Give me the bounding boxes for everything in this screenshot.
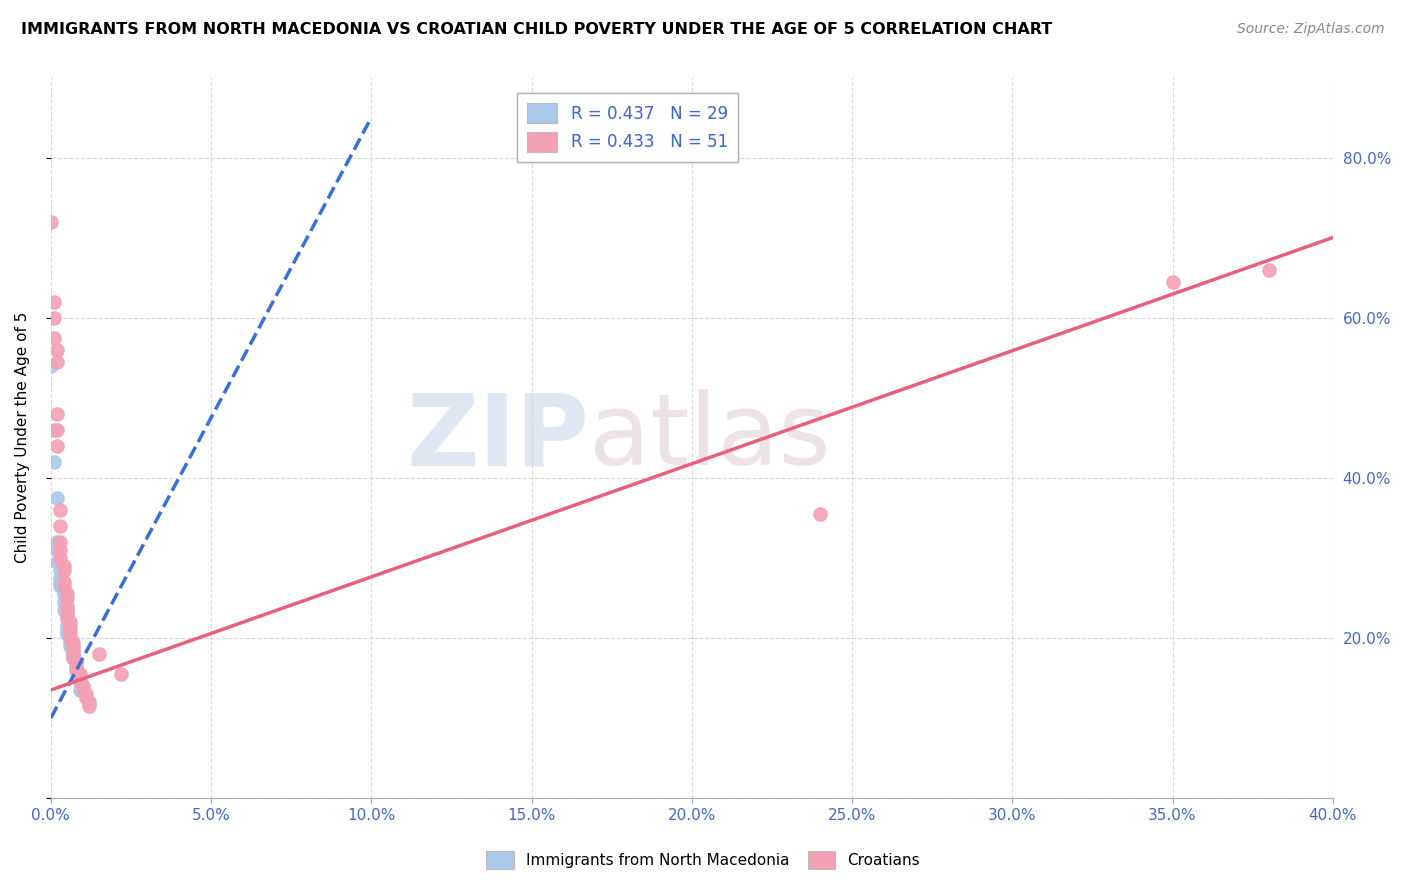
- Point: [49, 563, 72, 577]
- Text: Source: ZipAtlas.com: Source: ZipAtlas.com: [1237, 22, 1385, 37]
- Point: [52, 574, 75, 589]
- Point: [46, 423, 69, 437]
- Point: [56, 611, 79, 625]
- Point: [52, 587, 75, 601]
- Point: [87, 647, 110, 661]
- Point: [69, 675, 91, 690]
- Point: [75, 687, 97, 701]
- Point: [62, 651, 84, 665]
- Point: [69, 671, 91, 685]
- Point: [46, 354, 69, 368]
- Point: [46, 534, 69, 549]
- Point: [59, 627, 82, 641]
- Point: [79, 698, 101, 713]
- Point: [1257, 262, 1279, 277]
- Point: [42, 423, 65, 437]
- Text: ZIP: ZIP: [406, 389, 589, 486]
- Point: [42, 294, 65, 309]
- Point: [65, 663, 87, 677]
- Point: [59, 635, 82, 649]
- Point: [49, 550, 72, 565]
- Point: [65, 659, 87, 673]
- Point: [65, 655, 87, 669]
- Point: [52, 563, 75, 577]
- Point: [56, 627, 79, 641]
- Point: [39, 214, 62, 228]
- Point: [46, 542, 69, 557]
- Point: [69, 675, 91, 690]
- Text: atlas: atlas: [589, 389, 831, 486]
- Point: [62, 635, 84, 649]
- Point: [65, 663, 87, 677]
- Point: [808, 507, 831, 521]
- Point: [46, 407, 69, 421]
- Point: [52, 558, 75, 573]
- Point: [59, 631, 82, 645]
- Point: [39, 359, 62, 373]
- Point: [62, 643, 84, 657]
- Point: [79, 695, 101, 709]
- Point: [56, 619, 79, 633]
- Point: [49, 574, 72, 589]
- Point: [62, 651, 84, 665]
- Point: [52, 582, 75, 597]
- Legend: Immigrants from North Macedonia, Croatians: Immigrants from North Macedonia, Croatia…: [479, 845, 927, 875]
- Point: [69, 683, 91, 698]
- Point: [62, 643, 84, 657]
- Point: [42, 455, 65, 469]
- Point: [56, 599, 79, 613]
- Text: IMMIGRANTS FROM NORTH MACEDONIA VS CROATIAN CHILD POVERTY UNDER THE AGE OF 5 COR: IMMIGRANTS FROM NORTH MACEDONIA VS CROAT…: [21, 22, 1052, 37]
- Point: [56, 607, 79, 621]
- Point: [59, 615, 82, 629]
- Point: [59, 631, 82, 645]
- Point: [49, 571, 72, 585]
- Point: [59, 619, 82, 633]
- Point: [49, 579, 72, 593]
- Point: [46, 343, 69, 357]
- Point: [69, 667, 91, 681]
- Point: [59, 623, 82, 637]
- Point: [52, 603, 75, 617]
- Point: [56, 603, 79, 617]
- Point: [49, 534, 72, 549]
- Point: [42, 331, 65, 345]
- Point: [56, 587, 79, 601]
- Point: [42, 310, 65, 325]
- Point: [46, 439, 69, 453]
- Point: [62, 647, 84, 661]
- Point: [1161, 275, 1184, 289]
- Point: [56, 611, 79, 625]
- Point: [110, 667, 132, 681]
- Point: [56, 623, 79, 637]
- Point: [72, 683, 94, 698]
- Point: [56, 591, 79, 605]
- Point: [62, 639, 84, 653]
- Point: [49, 503, 72, 517]
- Point: [46, 555, 69, 569]
- Point: [52, 595, 75, 609]
- Point: [52, 579, 75, 593]
- Point: [49, 542, 72, 557]
- Point: [75, 690, 97, 705]
- Point: [49, 518, 72, 533]
- Point: [65, 655, 87, 669]
- Point: [62, 647, 84, 661]
- Legend: R = 0.437   N = 29, R = 0.433   N = 51: R = 0.437 N = 29, R = 0.433 N = 51: [517, 93, 738, 162]
- Point: [72, 679, 94, 693]
- Point: [59, 639, 82, 653]
- Y-axis label: Child Poverty Under the Age of 5: Child Poverty Under the Age of 5: [15, 312, 30, 564]
- Point: [46, 491, 69, 505]
